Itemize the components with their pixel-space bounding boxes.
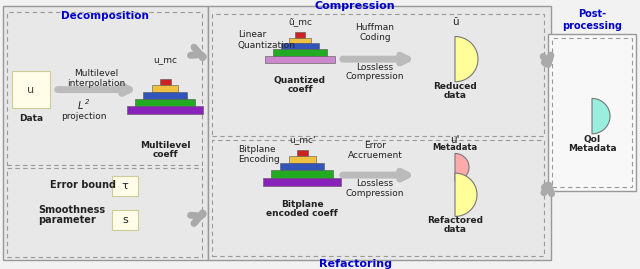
- Text: u_mc': u_mc': [289, 135, 316, 144]
- Bar: [208, 6, 551, 260]
- Text: Error: Error: [364, 141, 386, 150]
- FancyArrowPatch shape: [191, 213, 204, 224]
- Bar: [112, 211, 138, 230]
- Bar: [152, 86, 178, 92]
- Text: L: L: [77, 101, 83, 111]
- Bar: [212, 14, 544, 136]
- Text: Metadata: Metadata: [568, 144, 616, 153]
- Text: Multilevel: Multilevel: [140, 141, 190, 150]
- FancyArrowPatch shape: [543, 55, 551, 64]
- Text: τ: τ: [122, 181, 129, 191]
- Bar: [12, 71, 50, 108]
- Text: Linear: Linear: [238, 30, 266, 39]
- Text: projection: projection: [61, 112, 107, 121]
- Text: encoded coeff: encoded coeff: [266, 209, 338, 218]
- Text: coeff: coeff: [152, 150, 178, 159]
- Text: Compression: Compression: [346, 72, 404, 81]
- Text: Error bound: Error bound: [50, 180, 116, 190]
- Text: coeff: coeff: [287, 85, 313, 94]
- Bar: [296, 150, 307, 156]
- Bar: [295, 32, 305, 37]
- Text: Compression: Compression: [346, 189, 404, 198]
- Polygon shape: [592, 98, 610, 134]
- Bar: [289, 156, 316, 163]
- Text: Coding: Coding: [359, 33, 391, 42]
- Text: Smoothness: Smoothness: [38, 204, 105, 214]
- Text: Lossless: Lossless: [356, 179, 394, 189]
- Bar: [112, 176, 138, 196]
- Text: u': u': [451, 135, 460, 145]
- FancyArrowPatch shape: [191, 47, 204, 58]
- Bar: [7, 12, 202, 165]
- FancyArrowPatch shape: [544, 185, 552, 194]
- Text: Quantized: Quantized: [274, 76, 326, 85]
- Text: s: s: [122, 215, 128, 225]
- Text: ũ: ũ: [452, 17, 458, 27]
- Bar: [212, 140, 544, 256]
- Bar: [3, 6, 208, 260]
- Text: Reduced: Reduced: [433, 82, 477, 91]
- Bar: [7, 168, 202, 257]
- Text: u: u: [28, 85, 35, 95]
- Bar: [159, 79, 170, 86]
- Text: Post-
processing: Post- processing: [562, 9, 622, 31]
- Bar: [127, 106, 203, 114]
- Text: u_mc: u_mc: [153, 55, 177, 64]
- Text: QoI: QoI: [584, 135, 600, 144]
- Polygon shape: [455, 173, 477, 216]
- Text: Huffman: Huffman: [355, 23, 394, 32]
- Text: Decomposition: Decomposition: [61, 11, 149, 21]
- Bar: [552, 37, 632, 187]
- Bar: [280, 163, 324, 170]
- Bar: [271, 170, 333, 178]
- Text: Compression: Compression: [315, 1, 396, 11]
- Text: Encoding: Encoding: [238, 155, 280, 164]
- Text: ũ_mc: ũ_mc: [288, 17, 312, 26]
- Bar: [263, 178, 341, 186]
- Text: data: data: [444, 225, 467, 234]
- Polygon shape: [455, 154, 469, 181]
- Bar: [548, 34, 636, 191]
- Bar: [273, 49, 327, 56]
- Text: Metadata: Metadata: [433, 143, 477, 152]
- Bar: [289, 37, 311, 43]
- Text: Data: Data: [19, 114, 43, 123]
- Text: Lossless: Lossless: [356, 62, 394, 72]
- Text: Quantization: Quantization: [238, 41, 296, 50]
- Text: Accruement: Accruement: [348, 151, 403, 160]
- Text: Refactored: Refactored: [427, 216, 483, 225]
- Polygon shape: [455, 37, 478, 82]
- Text: interpolation: interpolation: [67, 79, 125, 88]
- Bar: [135, 99, 195, 106]
- Text: 2: 2: [84, 99, 89, 105]
- Text: Bitplane: Bitplane: [238, 145, 276, 154]
- Text: Refactoring: Refactoring: [319, 259, 392, 268]
- Text: parameter: parameter: [38, 215, 96, 225]
- Bar: [265, 56, 335, 63]
- Text: Bitplane: Bitplane: [281, 200, 323, 209]
- Bar: [281, 43, 319, 49]
- Text: data: data: [444, 91, 467, 100]
- Bar: [143, 92, 187, 99]
- Text: Multilevel: Multilevel: [74, 69, 118, 78]
